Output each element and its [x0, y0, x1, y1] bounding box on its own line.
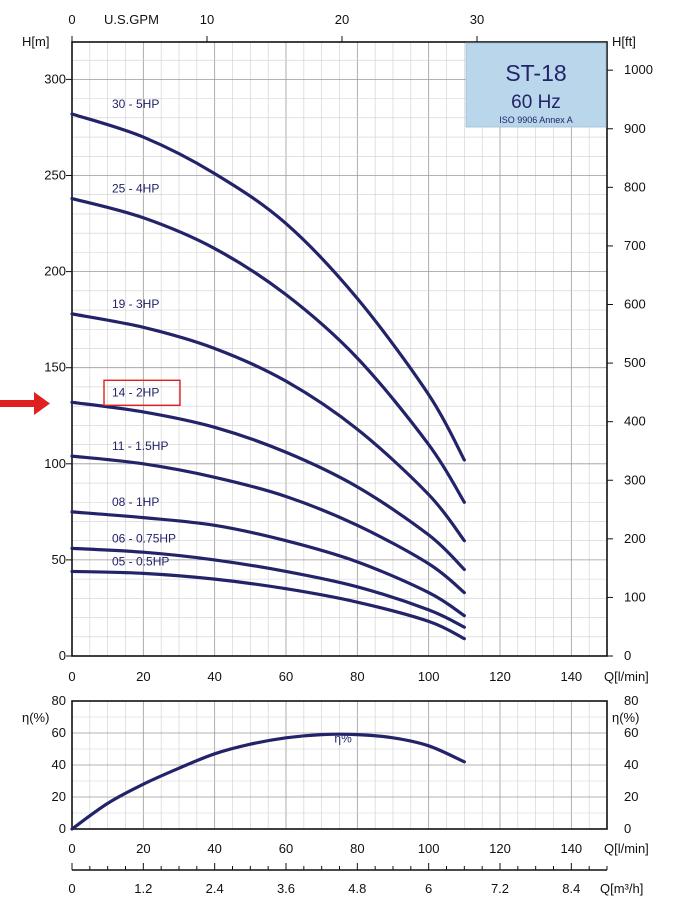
x-tick-label: 100 — [418, 669, 440, 684]
eff-x-tick-label: 140 — [560, 841, 582, 856]
head-curve-label: 14 - 2HP — [112, 385, 159, 399]
eff-x-axis-title: Q[l/min] — [604, 841, 649, 856]
eff-x-tick-label: 120 — [489, 841, 511, 856]
head-curve-label: 06 - 0.75HP — [112, 531, 176, 545]
x-tick-label-gpm: 30 — [470, 12, 484, 27]
head-curve-label: 11 - 1.5HP — [112, 439, 168, 453]
eff-x-tick-label: 20 — [136, 841, 150, 856]
flow-m3h-tick-label: 2.4 — [206, 881, 224, 896]
efficiency-curve-group: η% — [70, 732, 466, 831]
head-curve-line — [70, 569, 466, 641]
y-tick-label-m: 150 — [44, 360, 66, 375]
flow-m3h-tick-label: 7.2 — [491, 881, 509, 896]
x-tick-label: 40 — [207, 669, 221, 684]
eff-y-tick-label-right: 60 — [624, 725, 638, 740]
standard-label: ISO 9906 Annex A — [499, 115, 573, 125]
eff-y-tick-label-right: 0 — [624, 821, 631, 836]
y-tick-label-ft: 300 — [624, 472, 646, 487]
head-curve-label: 08 - 1HP — [112, 495, 159, 509]
flow-m3h-tick-label: 8.4 — [562, 881, 580, 896]
y-tick-label-ft: 700 — [624, 238, 646, 253]
title-box-background — [465, 42, 607, 128]
efficiency-curve-line — [70, 732, 466, 831]
eff-y-axis-title-left: η(%) — [22, 710, 49, 725]
y-tick-label-m: 50 — [52, 552, 66, 567]
x-tick-label-gpm: 20 — [335, 12, 349, 27]
head-curve-line — [70, 510, 466, 618]
eff-y-tick-label: 80 — [52, 693, 66, 708]
y-tick-label-m: 100 — [44, 456, 66, 471]
y-tick-label-m: 0 — [59, 648, 66, 663]
flow-m3h-tick-label: 4.8 — [348, 881, 366, 896]
axis-ticks: 0501001502002503000100200300400500600700… — [44, 12, 653, 896]
model-title-box: ST-18 60 Hz ISO 9906 Annex A — [465, 42, 607, 128]
y-axis-title-left: H[m] — [22, 34, 49, 49]
y-tick-label-ft: 900 — [624, 121, 646, 136]
frequency-label: 60 Hz — [511, 92, 561, 113]
flow-m3h-axis-title: Q[m³/h] — [600, 881, 643, 896]
y-tick-label-m: 300 — [44, 71, 66, 86]
eff-y-tick-label-right: 40 — [624, 757, 638, 772]
x-tick-label: 120 — [489, 669, 511, 684]
x-tick-label: 140 — [560, 669, 582, 684]
eff-y-tick-label: 20 — [52, 789, 66, 804]
eff-y-tick-label: 0 — [59, 821, 66, 836]
head-curve-line — [70, 312, 466, 543]
y-tick-label-ft: 400 — [624, 414, 646, 429]
y-tick-label-ft: 1000 — [624, 62, 653, 77]
efficiency-plot-frame — [71, 700, 608, 830]
eff-x-tick-label: 0 — [68, 841, 75, 856]
head-curve-line — [70, 112, 466, 462]
x-axis-title-top: U.S.GPM — [104, 12, 159, 27]
y-tick-label-ft: 100 — [624, 589, 646, 604]
eff-x-tick-label: 80 — [350, 841, 364, 856]
eff-y-tick-label: 60 — [52, 725, 66, 740]
eff-y-axis-title-right: η(%) — [612, 710, 639, 725]
y-axis-title-right: H[ft] — [612, 34, 636, 49]
eff-x-tick-label: 100 — [418, 841, 440, 856]
x-tick-label-gpm: 10 — [200, 12, 214, 27]
y-tick-label-ft: 800 — [624, 179, 646, 194]
y-tick-label-m: 250 — [44, 168, 66, 183]
x-tick-label: 80 — [350, 669, 364, 684]
eff-y-tick-label: 40 — [52, 757, 66, 772]
y-tick-label-ft: 200 — [624, 531, 646, 546]
y-tick-label-ft: 500 — [624, 355, 646, 370]
flow-m3h-tick-label: 1.2 — [134, 881, 152, 896]
head-curves: 30 - 5HP 25 - 4HP 19 - 3HP 14 - 2HP 11 - 1.5… — [70, 97, 466, 641]
flow-m3h-tick-label: 3.6 — [277, 881, 295, 896]
eff-y-tick-label-right: 20 — [624, 789, 638, 804]
y-tick-label-ft: 0 — [624, 648, 631, 663]
head-curve-line — [70, 546, 466, 629]
x-tick-label-gpm: 0 — [68, 12, 75, 27]
x-tick-label: 20 — [136, 669, 150, 684]
flow-m3h-tick-label: 0 — [68, 881, 75, 896]
eff-x-tick-label: 60 — [279, 841, 293, 856]
eff-x-tick-label: 40 — [207, 841, 221, 856]
head-curve-label: 19 - 3HP — [112, 297, 159, 311]
eff-y-tick-label-right: 80 — [624, 693, 638, 708]
x-tick-label: 0 — [68, 669, 75, 684]
model-name: ST-18 — [505, 60, 566, 86]
x-axis-title-bottom: Q[l/min] — [604, 669, 649, 684]
y-tick-label-ft: 600 — [624, 297, 646, 312]
selected-series-highlight — [103, 379, 181, 406]
head-curve-line — [70, 196, 466, 504]
head-curve-line — [70, 400, 466, 572]
head-curve-label: 05 - 0.5HP — [112, 554, 169, 568]
x-tick-label: 60 — [279, 669, 293, 684]
head-plot-frame — [71, 41, 608, 657]
efficiency-curve-label: η% — [334, 732, 352, 746]
head-curve-label: 25 - 4HP — [112, 182, 159, 196]
efficiency-grid — [71, 700, 608, 830]
head-curve-line — [70, 454, 466, 595]
red-arrow-icon — [0, 392, 50, 415]
head-curve-label: 30 - 5HP — [112, 97, 159, 111]
y-tick-label-m: 200 — [44, 264, 66, 279]
flow-m3h-tick-label: 6 — [425, 881, 432, 896]
